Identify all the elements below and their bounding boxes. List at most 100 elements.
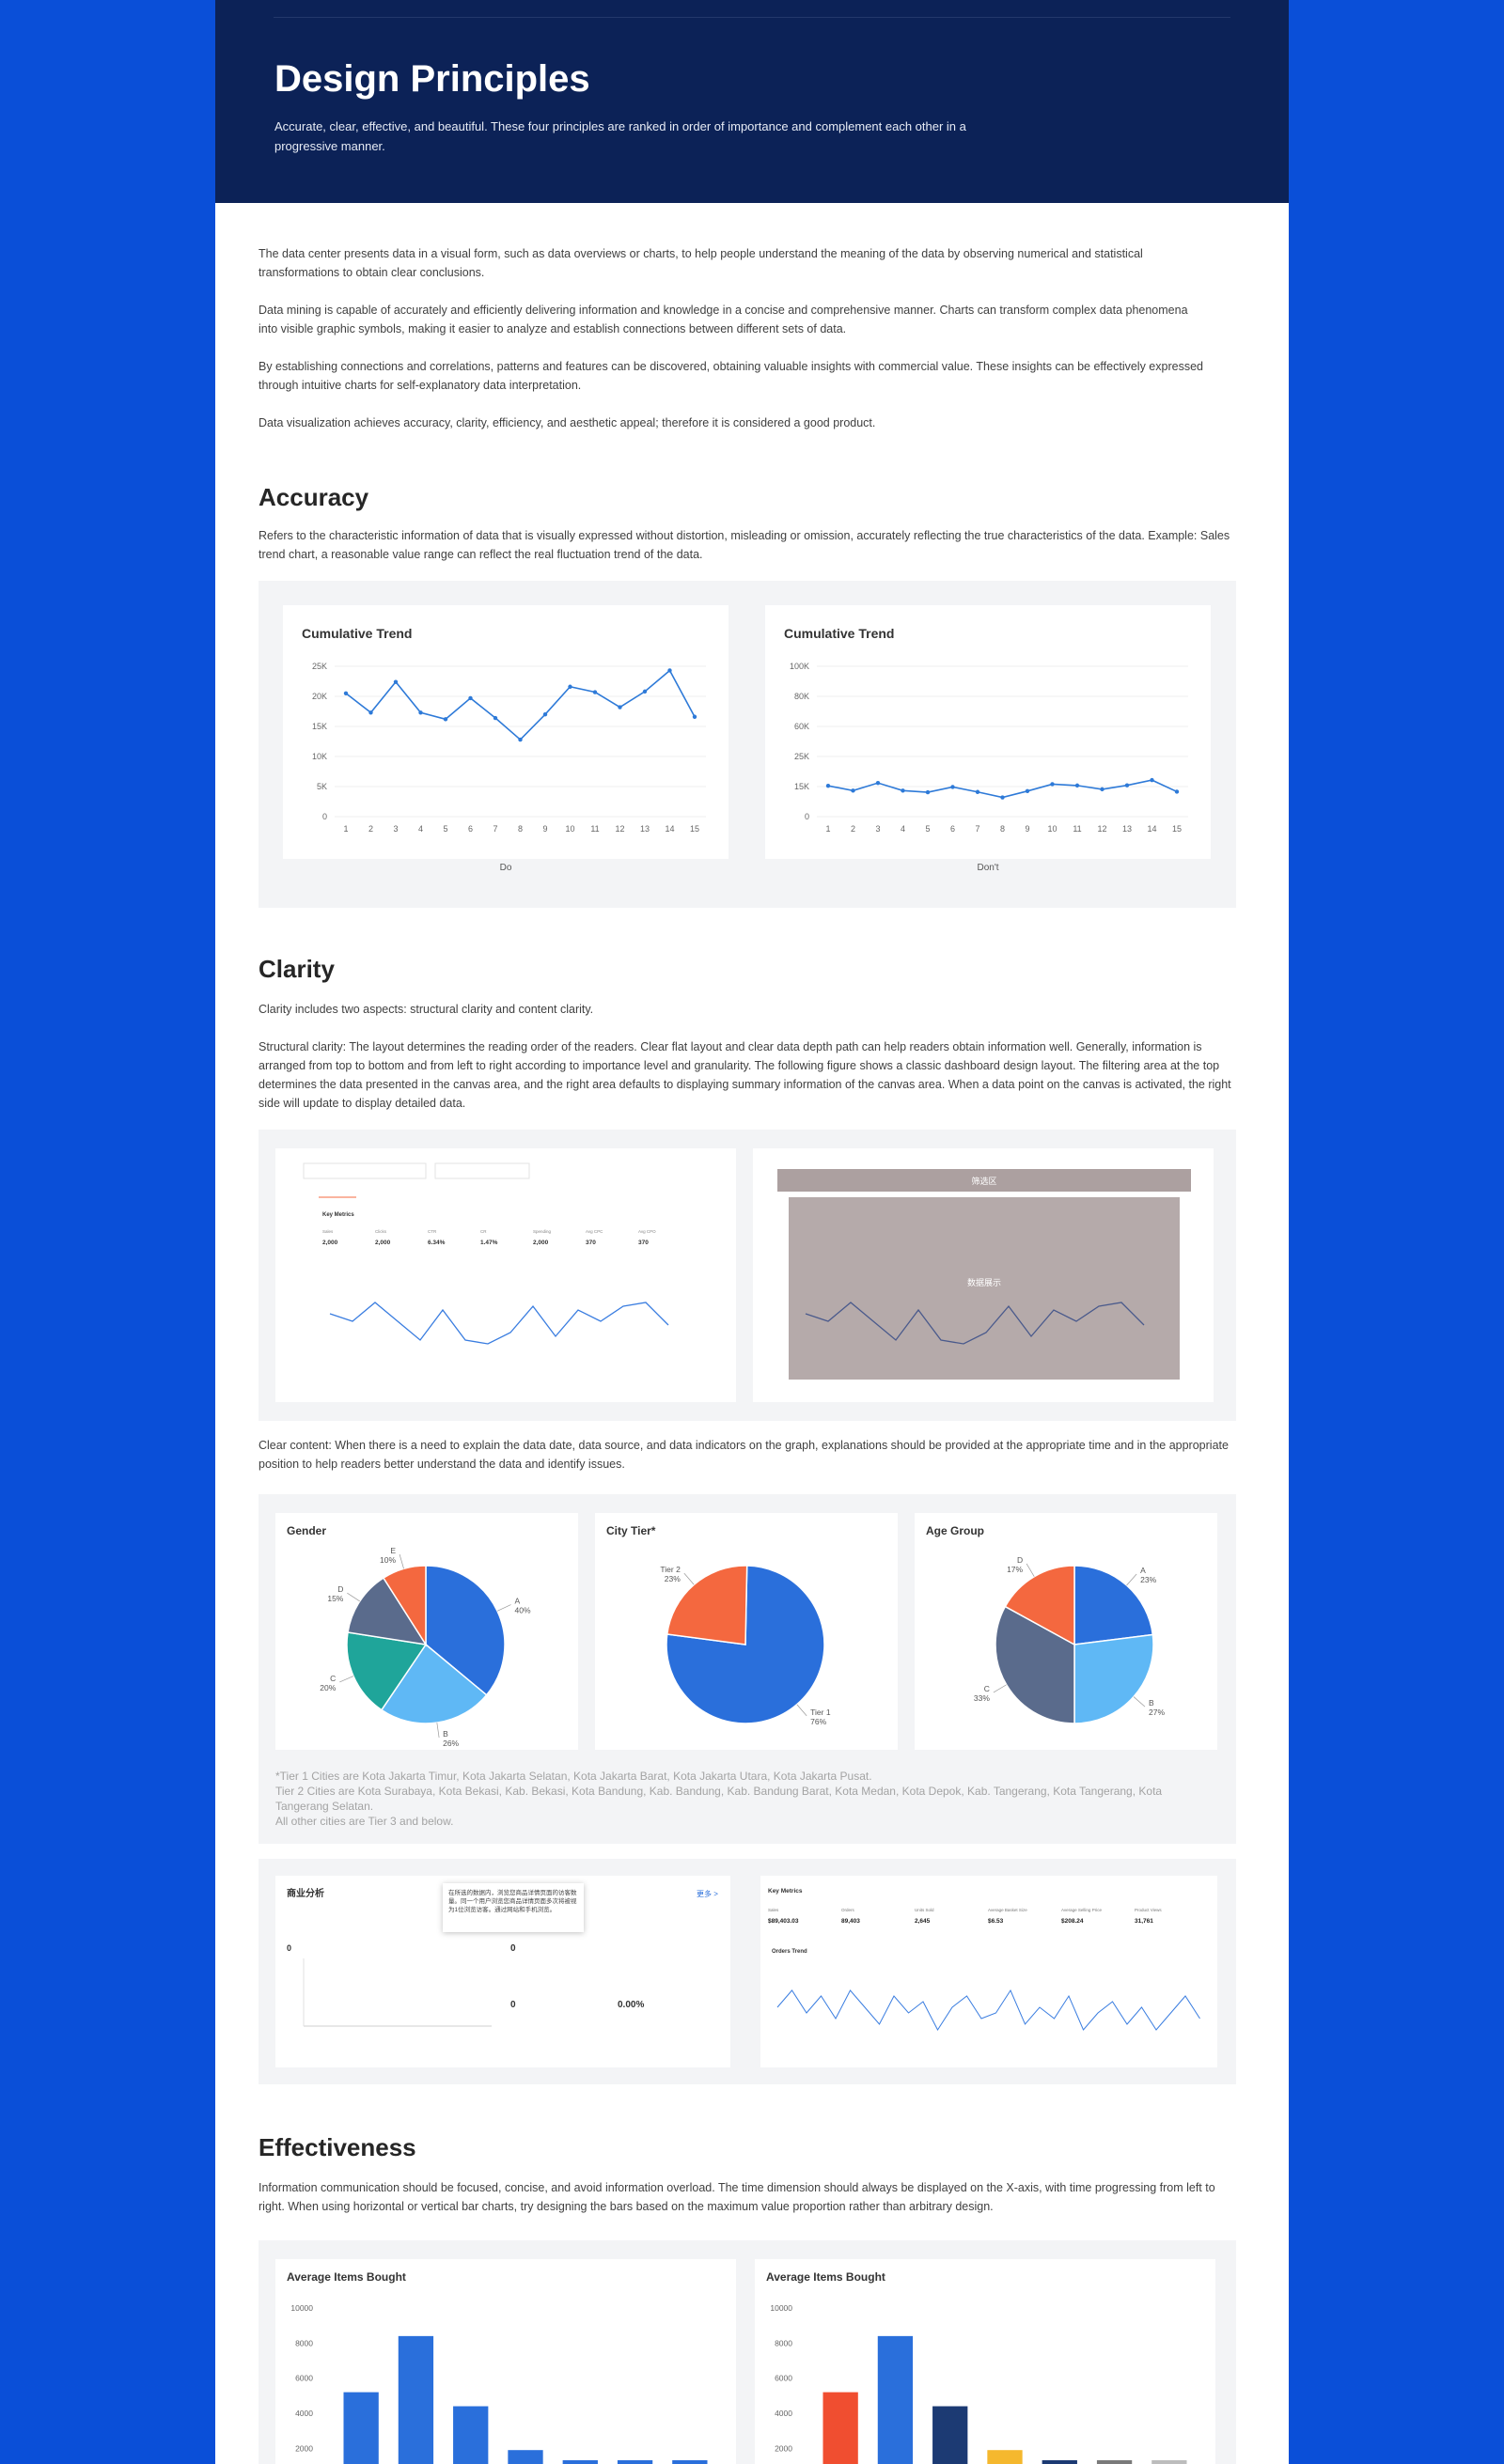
- bar: [508, 2450, 543, 2464]
- slice-value-label: 40%: [515, 1606, 531, 1615]
- kpi-label: Orders: [841, 1908, 855, 1912]
- data-point: [901, 788, 905, 793]
- chart-title: Cumulative Trend: [784, 626, 895, 641]
- bar: [822, 2392, 858, 2464]
- bar: [932, 2406, 968, 2464]
- y-tick-label: 4000: [775, 2409, 792, 2418]
- bar-chart-card-bad: Average Items Bought 2000 4000 6000 8000 100…: [755, 2259, 1215, 2464]
- x-tick-label: 1: [343, 824, 348, 834]
- x-tick-label: 3: [875, 824, 880, 834]
- slice-value-label: 23%: [665, 1574, 681, 1583]
- kpi-label: Units Sold: [915, 1908, 934, 1912]
- x-tick-label: 4: [901, 824, 905, 834]
- data-point: [592, 690, 598, 694]
- x-tick-label: 10: [1047, 824, 1057, 834]
- data-point: [1050, 782, 1055, 787]
- leader-line: [339, 1676, 354, 1683]
- slice-label: E: [390, 1546, 396, 1555]
- business-analysis-card: 商业分析 更多 > 0 0 0 0.00% 在所选的数据内，浏览您商品详情页面的…: [275, 1876, 730, 2067]
- intro-paragraph: The data center presents data in a visua…: [258, 247, 1143, 279]
- chart-title: Average Items Bought: [287, 2270, 406, 2284]
- x-tick-label: 11: [1073, 824, 1081, 834]
- section-title-clarity: Clarity: [258, 955, 335, 983]
- pie-chart-age-group: A23% B27% C33% D17%: [974, 1555, 1165, 1724]
- bar-chart-good: 2000 4000 6000 8000 10000: [290, 2303, 708, 2464]
- more-link[interactable]: 更多 >: [697, 1889, 718, 1898]
- bar: [1042, 2460, 1077, 2464]
- data-point: [518, 737, 523, 742]
- bar: [617, 2460, 653, 2464]
- slice-value-label: 27%: [1149, 1708, 1165, 1717]
- dashboard-diagram: 筛选区 数据展示: [777, 1169, 1191, 1380]
- business-analysis-title: 商业分析: [287, 1887, 324, 1899]
- data-point: [975, 789, 980, 794]
- hero-banner: Design Principles Accurate, clear, effec…: [215, 0, 1289, 203]
- data-point: [825, 784, 831, 788]
- slice-label: Tier 2: [660, 1565, 681, 1574]
- slice-label: C: [984, 1684, 990, 1693]
- key-metrics-label: Key Metrics: [322, 1212, 354, 1218]
- metric-label: Avg CPO: [638, 1229, 656, 1234]
- metric-value: 6.34%: [428, 1240, 446, 1246]
- y-tick-label: 6000: [295, 2374, 313, 2383]
- pie-slice: [995, 1605, 1075, 1724]
- data-point: [642, 689, 648, 694]
- leader-line: [796, 1704, 807, 1717]
- x-tick-label: 2: [368, 824, 373, 834]
- x-tick-label: 4: [418, 824, 423, 834]
- data-point: [568, 684, 572, 689]
- metric-value: 370: [638, 1240, 649, 1246]
- pie-chart-city-tier: Tier 176% Tier 223%: [660, 1565, 831, 1726]
- x-tick-label: 8: [518, 824, 523, 834]
- y-tick-label: 2000: [295, 2443, 313, 2453]
- x-tick-label: 6: [468, 824, 473, 834]
- bar: [1152, 2460, 1187, 2464]
- y-tick-label: 20K: [312, 692, 327, 701]
- x-tick-label: 1: [825, 824, 830, 834]
- orders-trend-label: Orders Trend: [772, 1949, 807, 1955]
- slice-label: B: [443, 1729, 448, 1739]
- data-point: [542, 712, 548, 717]
- data-point: [1124, 783, 1130, 788]
- slice-value-label: 33%: [974, 1693, 990, 1703]
- slice-label: Tier 1: [810, 1708, 831, 1717]
- effectiveness-description: Information communication should be focu…: [258, 2181, 1215, 2213]
- canvas-area-label: 数据展示: [967, 1277, 1001, 1287]
- dashboard-layout-panel: Key Metrics Sales 2,000 Clicks 2,000 CTR 6.34…: [258, 1130, 1236, 1421]
- metric-value: 370: [586, 1240, 596, 1246]
- kpi-value: $89,403.03: [768, 1918, 799, 1925]
- leader-line: [993, 1684, 1007, 1693]
- y-tick-label: 10000: [290, 2303, 313, 2313]
- x-tick-label: 12: [1097, 824, 1106, 834]
- x-tick-label: 8: [1000, 824, 1005, 834]
- slice-value-label: 76%: [810, 1717, 826, 1726]
- x-tick-label: 11: [590, 824, 599, 834]
- clarity-content: Clear content: When there is a need to e…: [258, 1439, 1229, 1471]
- bar: [398, 2335, 434, 2464]
- metric-label: Avg CPC: [586, 1229, 603, 1234]
- metric-value: 2,000: [375, 1240, 391, 1246]
- slice-value-label: 20%: [320, 1683, 336, 1692]
- data-point: [368, 710, 373, 715]
- slice-value-label: 10%: [380, 1555, 396, 1565]
- dont-caption: Don't: [977, 863, 999, 873]
- data-point: [1000, 795, 1005, 800]
- metric-value: 0: [287, 1943, 291, 1953]
- metric-value: 0.00%: [618, 2000, 644, 2010]
- y-tick-label: 10K: [312, 752, 327, 761]
- y-tick-label: 8000: [295, 2338, 313, 2347]
- series-line: [345, 669, 696, 741]
- metric-label: Sales: [322, 1229, 334, 1234]
- metric-value: 1.47%: [480, 1240, 498, 1246]
- key-metrics-label: Key Metrics: [768, 1888, 803, 1895]
- y-tick-label: 10000: [770, 2303, 792, 2313]
- slice-label: D: [1017, 1555, 1023, 1565]
- metric-label: CTR: [428, 1229, 437, 1234]
- hero-divider: [274, 17, 1230, 18]
- dashboard-preview: Key Metrics Sales 2,000 Clicks 2,000 CTR 6.34…: [303, 1162, 669, 1345]
- pie-charts-panel: Gender A 40% B 26% C 20% D 15% E 10% City Tier* T…: [258, 1494, 1236, 1844]
- section-title-effectiveness: Effectiveness: [258, 2133, 416, 2161]
- key-metrics-card: Key Metrics Sales $89,403.03 Orders 89,403 U…: [760, 1876, 1217, 2067]
- line-chart-card-do: Cumulative Trend 0 5K 10K 15K 20K 25K 1 2 3 4 5 6 7 8…: [283, 605, 728, 859]
- data-point: [925, 789, 931, 795]
